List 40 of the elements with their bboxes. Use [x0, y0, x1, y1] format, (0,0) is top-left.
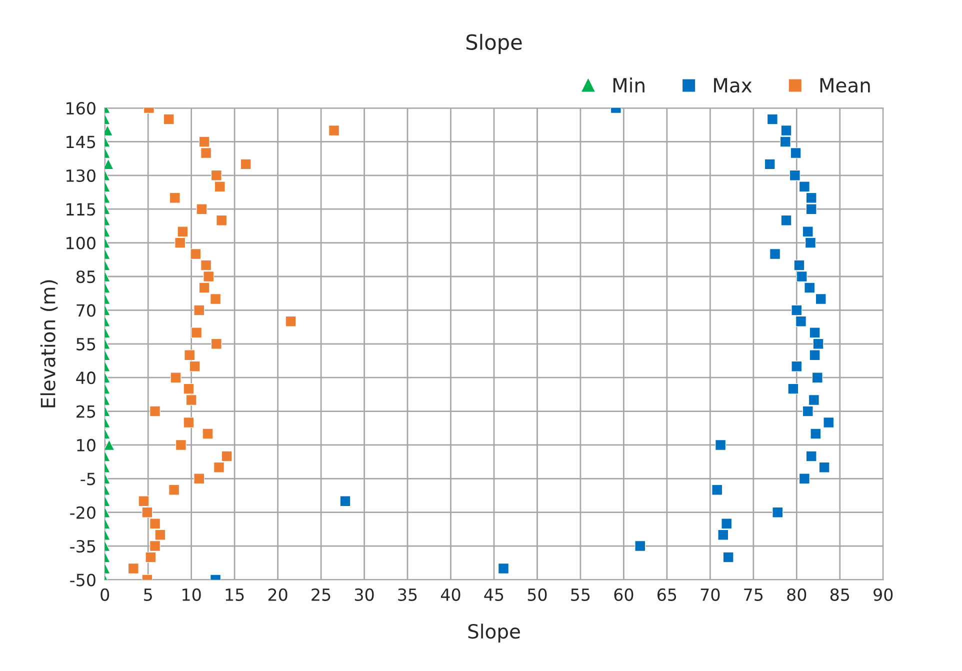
x-axis-title: Slope — [468, 624, 520, 642]
x-tick-label: 10 — [182, 588, 201, 601]
y-tick-label: 130 — [66, 169, 96, 182]
x-tick-label: 85 — [830, 588, 850, 601]
x-tick-label: 5 — [144, 588, 152, 601]
y-tick-label: 100 — [66, 236, 96, 250]
x-tick-label: 80 — [787, 588, 806, 601]
y-tick-label: -5 — [80, 472, 96, 486]
y-tick-label: 85 — [76, 270, 96, 284]
x-tick-label: 65 — [657, 588, 676, 601]
y-tick-label: 10 — [77, 438, 96, 452]
x-tick-label: 40 — [440, 588, 460, 601]
y-tick-label: 145 — [66, 136, 96, 148]
legend-label: Max — [714, 78, 752, 93]
x-tick-label: 25 — [312, 588, 330, 601]
chart-title: Slope — [466, 34, 522, 54]
x-tick-label: 50 — [528, 588, 547, 601]
legend-label: Min — [613, 78, 644, 92]
x-tick-label: 70 — [700, 588, 720, 601]
x-tick-label: 20 — [268, 588, 288, 601]
x-tick-label: 60 — [614, 588, 634, 601]
x-tick-label: 75 — [744, 588, 763, 601]
y-tick-label: 115 — [66, 203, 96, 216]
y-tick-label: 25 — [76, 405, 96, 418]
legend-label: Mean — [820, 78, 870, 93]
y-tick-label: 55 — [76, 338, 96, 350]
x-tick-label: 55 — [571, 588, 590, 601]
y-tick-label: 70 — [76, 304, 96, 317]
x-tick-label: 0 — [100, 588, 110, 601]
x-tick-label: 15 — [226, 588, 244, 601]
y-tick-label: -20 — [70, 506, 96, 519]
x-tick-label: 35 — [398, 588, 417, 601]
y-tick-label: 40 — [76, 372, 96, 384]
x-tick-label: 30 — [354, 588, 374, 601]
y-tick-label: -50 — [70, 574, 96, 586]
y-tick-label: -35 — [70, 540, 96, 553]
x-tick-label: 90 — [874, 588, 893, 601]
y-axis-title: Elevation (m) — [40, 280, 58, 408]
x-tick-label: 45 — [484, 588, 504, 601]
y-tick-label: 160 — [66, 102, 96, 115]
